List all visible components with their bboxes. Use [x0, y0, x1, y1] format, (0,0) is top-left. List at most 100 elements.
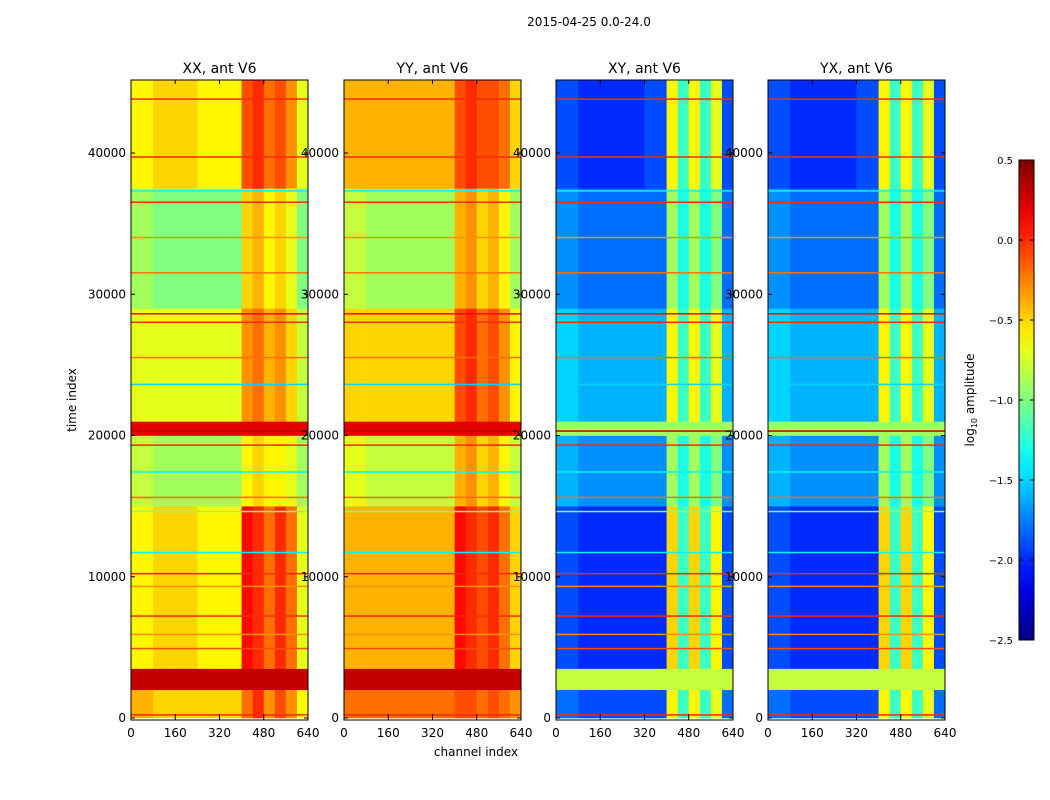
- heatmap-cell: [644, 435, 667, 507]
- heatmap-cell: [688, 308, 701, 422]
- heatmap-cell: [721, 308, 734, 422]
- heatmap-row-line: [344, 383, 521, 386]
- heatmap-row-line: [556, 615, 733, 617]
- panel-title: XX, ant V6: [183, 61, 257, 77]
- heatmap-cell: [241, 188, 253, 309]
- heatmap-cell: [677, 668, 690, 691]
- heatmap-cell: [878, 689, 890, 719]
- heatmap-cell: [768, 506, 791, 669]
- heatmap-cell: [344, 668, 367, 691]
- heatmap-cell: [498, 188, 511, 309]
- heatmap-cell: [252, 435, 265, 507]
- heatmap-cell: [476, 435, 489, 507]
- heatmap-row-line: [556, 633, 733, 636]
- y-tick-label: 10000: [301, 570, 339, 584]
- heatmap-row-line: [768, 471, 945, 473]
- heatmap-cell: [487, 188, 500, 309]
- heatmap-cell: [454, 435, 466, 507]
- heatmap-cell: [600, 506, 623, 669]
- heatmap-row-line: [768, 633, 945, 636]
- heatmap-cell: [487, 506, 500, 669]
- heatmap-cell: [366, 435, 389, 507]
- heatmap-cell: [498, 435, 511, 507]
- heatmap-cell: [175, 308, 198, 422]
- heatmap-cell: [878, 80, 890, 189]
- heatmap-cell: [812, 188, 835, 309]
- heatmap-cell: [721, 506, 734, 669]
- heatmap-cell: [556, 506, 579, 669]
- heatmap-row-line: [556, 585, 733, 588]
- x-tick-label: 160: [164, 726, 187, 740]
- heatmap-row-line: [344, 615, 521, 617]
- heatmap-cell: [699, 188, 712, 309]
- heatmap-row-line: [344, 444, 521, 446]
- heatmap-cell: [922, 421, 935, 436]
- heatmap-cell: [498, 668, 511, 691]
- heatmap-cell: [911, 668, 924, 691]
- heatmap-cell: [410, 421, 433, 436]
- heatmap-cell: [285, 80, 298, 189]
- heatmap-cell: [699, 435, 712, 507]
- heatmap-cell: [175, 80, 198, 189]
- heatmap-cell: [710, 421, 723, 436]
- heatmap-cell: [710, 435, 723, 507]
- heatmap-cell: [476, 506, 489, 669]
- heatmap-cell: [790, 308, 813, 422]
- heatmap-row-line: [131, 444, 308, 446]
- heatmap-cell: [131, 80, 154, 189]
- heatmap-row-line: [131, 572, 308, 575]
- heatmap-cell: [252, 80, 265, 189]
- heatmap-cell: [889, 80, 902, 189]
- heatmap-cell: [812, 506, 835, 669]
- heatmap-cell: [710, 506, 723, 669]
- heatmap-row-line: [131, 585, 308, 588]
- heatmap-cell: [252, 188, 265, 309]
- heatmap-cell: [578, 435, 601, 507]
- heatmap-cell: [285, 506, 298, 669]
- heatmap-cell: [889, 308, 902, 422]
- heatmap-cell: [344, 188, 367, 309]
- heatmap-cell: [410, 689, 433, 719]
- heatmap-cell: [666, 421, 678, 436]
- heatmap-cell: [900, 435, 913, 507]
- heatmap-cell: [509, 308, 522, 422]
- heatmap-cell: [834, 668, 857, 691]
- heatmap-cell: [677, 80, 690, 189]
- heatmap-cell: [388, 689, 411, 719]
- heatmap-cell: [768, 435, 791, 507]
- heatmap-cell: [922, 689, 935, 719]
- colorbar-tick-label: 0.5: [997, 156, 1013, 167]
- y-tick-label: 40000: [513, 146, 551, 160]
- heatmap-cell: [344, 80, 367, 189]
- heatmap-row-line: [131, 313, 308, 315]
- heatmap-cell: [388, 668, 411, 691]
- heatmap-cell: [933, 421, 946, 436]
- x-tick-label: 160: [801, 726, 824, 740]
- heatmap-cell: [688, 689, 701, 719]
- heatmap-cell: [219, 435, 242, 507]
- heatmap-row-line: [768, 156, 945, 158]
- heatmap-row-line: [344, 510, 521, 513]
- x-tick-label: 480: [889, 726, 912, 740]
- heatmap-cell: [219, 668, 242, 691]
- heatmap-cell: [878, 668, 890, 691]
- heatmap-cell: [410, 435, 433, 507]
- heatmap-cell: [175, 188, 198, 309]
- heatmap-cell: [263, 506, 276, 669]
- heatmap-cell: [911, 689, 924, 719]
- x-tick-label: 480: [252, 726, 275, 740]
- heatmap-row-line: [556, 430, 733, 432]
- heatmap-cell: [285, 188, 298, 309]
- heatmap-cell: [900, 506, 913, 669]
- panel-xy: XY, ant V6 0 160 320 480 640 0 10000 20000 30000 4…: [513, 61, 745, 740]
- heatmap-cell: [622, 689, 645, 719]
- panel-title: YY, ant V6: [396, 61, 469, 77]
- heatmap-cell: [768, 689, 791, 719]
- heatmap-cell: [509, 435, 522, 507]
- heatmap-cell: [677, 308, 690, 422]
- heatmap-cell: [578, 188, 601, 309]
- colorbar-label-rest: amplitude: [963, 354, 977, 418]
- heatmap-row-line: [768, 551, 945, 554]
- heatmap-row-line: [131, 383, 308, 386]
- heatmap-cell: [153, 689, 176, 719]
